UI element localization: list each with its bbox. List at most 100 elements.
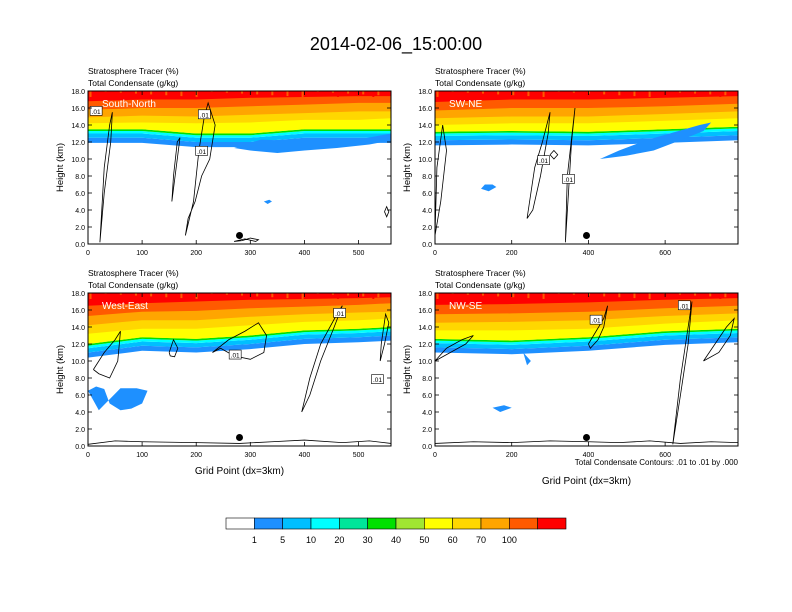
condensate-contour-2: [212, 322, 267, 360]
y-tick-label: 8.0: [75, 174, 85, 181]
condensate-contour-3: [703, 317, 735, 362]
y-tick-label: 0.0: [75, 242, 85, 249]
tracer-fringe-1: [88, 331, 391, 353]
condensate-contour-3: [549, 149, 559, 160]
x-tick-label: 0: [86, 452, 90, 459]
tracer-layer-4: [435, 293, 738, 305]
y-tick-label: 14.0: [71, 123, 85, 130]
x-tick-label: 600: [659, 250, 671, 257]
label-line-1: Stratosphere Tracer (%): [88, 66, 179, 76]
condensate-contour-1: [171, 137, 181, 202]
condensate-patch-1: [481, 184, 497, 192]
y-tick-label: 16.0: [418, 308, 432, 315]
y-axis-label: Height (km): [402, 143, 413, 192]
contour-label: .01: [200, 112, 209, 119]
y-tick-label: 10.0: [71, 157, 85, 164]
label-line-1: Stratosphere Tracer (%): [435, 66, 526, 76]
x-tick-label: 0: [86, 250, 90, 257]
contour-label: .01: [92, 109, 101, 116]
y-axis-label: Height (km): [55, 345, 66, 394]
tracer-layer-4: [88, 91, 391, 102]
colorbar-swatch: [367, 517, 397, 530]
y-tick-label: 12.0: [71, 342, 85, 349]
tracer-fringe-0: [88, 335, 391, 358]
contour-label-box: [678, 300, 691, 311]
x-tick-label: 400: [299, 452, 311, 459]
label-line-2: Total Condensate (g/kg): [435, 280, 525, 290]
y-tick-label: 4.0: [422, 410, 432, 417]
x-tick-label: 400: [299, 250, 311, 257]
x-tick-label: 600: [659, 452, 671, 459]
x-tick-label: 100: [136, 452, 148, 459]
colorbar-label: 1: [252, 535, 257, 545]
tracer-fringe-2: [88, 328, 391, 349]
condensate-contour-4: [379, 312, 390, 362]
colorbar-label: 5: [280, 535, 285, 545]
y-tick-label: 0.0: [422, 444, 432, 451]
condensate-contour-1: [168, 338, 179, 358]
label-line-2: Total Condensate (g/kg): [435, 78, 525, 88]
contour-label: .01: [231, 353, 240, 360]
plot-area: .01 .01: [435, 293, 738, 445]
colorbar-swatch: [424, 517, 453, 530]
y-tick-label: 12.0: [418, 342, 432, 349]
condensate-patch-0: [88, 386, 148, 411]
condensate-contour-3: [233, 237, 260, 242]
tracer-fringe-1: [435, 332, 738, 350]
y-tick-label: 14.0: [71, 325, 85, 332]
y-tick-label: 6.0: [422, 393, 432, 400]
tracer-fringe-3: [88, 327, 391, 346]
condensate-contour-0: [435, 335, 474, 362]
contour-label-box: [228, 349, 242, 360]
location-marker: [236, 232, 243, 239]
y-tick-label: 14.0: [418, 123, 432, 130]
colorbar-swatch: [509, 517, 538, 530]
panel-2: .01 .01 .01 West-East Stratosphere Tracer (%…: [55, 268, 392, 477]
y-tick-label: 0.0: [422, 242, 432, 249]
y-axis-label: Height (km): [55, 143, 66, 192]
label-line-1: Stratosphere Tracer (%): [88, 268, 179, 278]
y-tick-label: 4.0: [75, 410, 85, 417]
plot-frame: [434, 292, 739, 447]
location-marker: [583, 232, 590, 239]
x-axis-label: Grid Point (dx=3km): [542, 476, 631, 487]
tracer-fringe-3: [435, 328, 738, 343]
condensate-contour-4: [435, 440, 738, 444]
label-line-1: Stratosphere Tracer (%): [435, 268, 526, 278]
tracer-fringe-3: [435, 126, 738, 134]
colorbar-swatch: [310, 517, 340, 530]
panel-title: South-North: [102, 99, 156, 110]
colorbar-label: 30: [363, 535, 373, 545]
y-tick-label: 10.0: [71, 359, 85, 366]
contour-label-box: [333, 308, 346, 318]
y-tick-label: 2.0: [75, 427, 85, 434]
x-tick-label: 500: [353, 250, 365, 257]
y-tick-label: 18.0: [418, 89, 432, 96]
tracer-fringe-1: [435, 130, 738, 141]
tracer-layer-4: [88, 293, 391, 306]
colorbar-label: 60: [448, 535, 458, 545]
x-tick-label: 200: [190, 452, 202, 459]
tracer-fringe-3: [88, 129, 391, 136]
condensate-patch-0: [234, 133, 391, 154]
x-tick-label: 300: [244, 452, 256, 459]
plot-frame: [87, 90, 392, 245]
condensate-contour-0: [99, 112, 113, 243]
condensate-contour-5: [88, 439, 391, 445]
x-tick-label: 0: [433, 452, 437, 459]
condensate-patch-0: [599, 122, 712, 159]
colorbar-label: 100: [502, 535, 517, 545]
condensate-contour-1: [588, 305, 608, 349]
y-tick-label: 8.0: [422, 174, 432, 181]
y-tick-label: 10.0: [418, 359, 432, 366]
location-marker: [236, 434, 243, 441]
y-tick-label: 4.0: [422, 208, 432, 215]
contour-label-box: [89, 106, 103, 116]
tracer-fringe-2: [88, 130, 391, 138]
y-tick-label: 18.0: [71, 291, 85, 298]
condensate-patch-1: [523, 352, 531, 366]
contour-label-box: [562, 174, 575, 184]
plot-frame: [434, 90, 739, 245]
